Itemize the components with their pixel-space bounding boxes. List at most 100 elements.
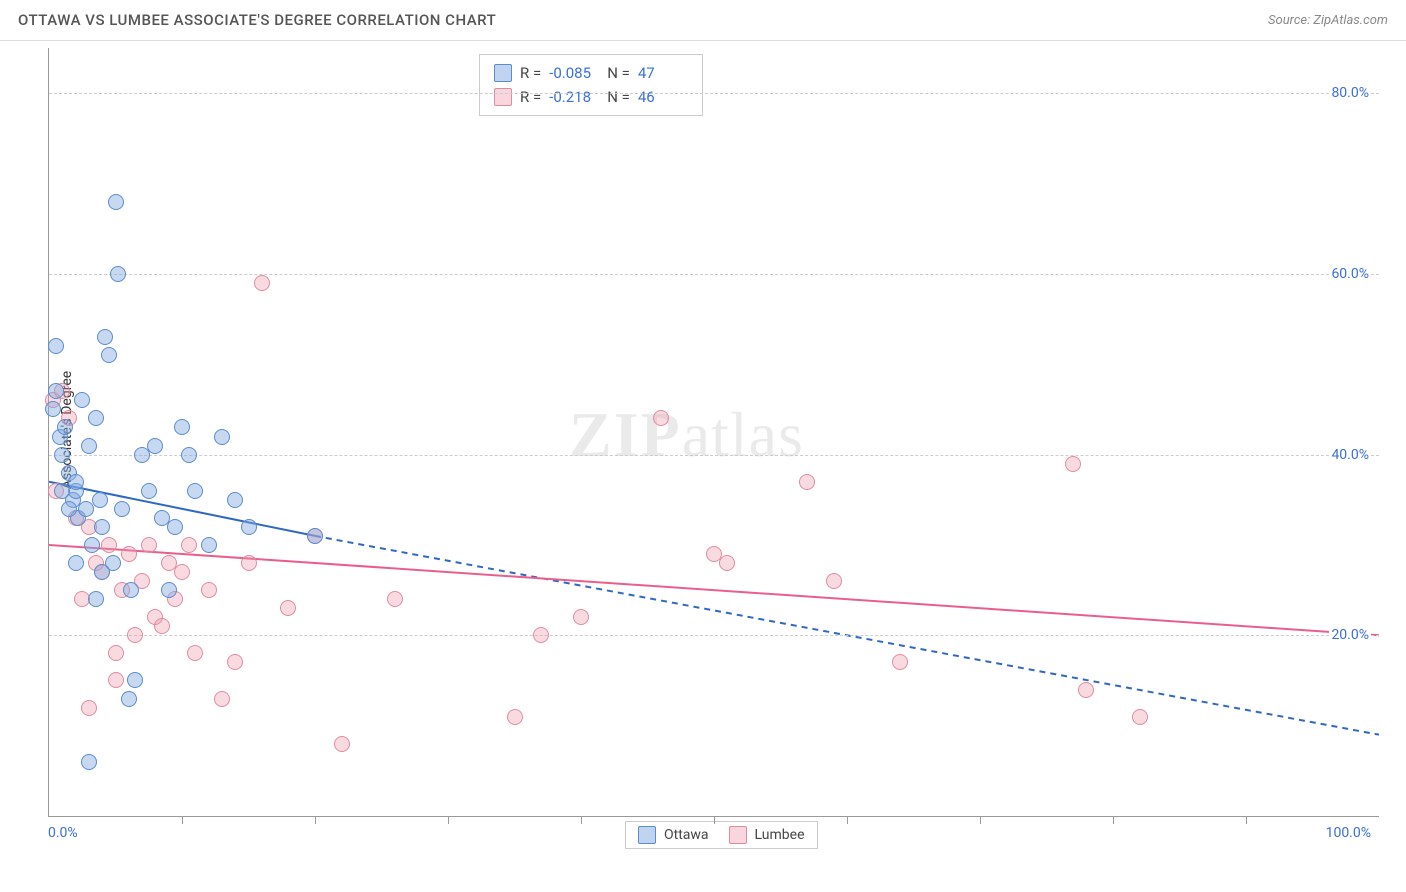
data-point (81, 754, 97, 770)
data-point (1078, 682, 1094, 698)
legend-lumbee-label: Lumbee (755, 827, 805, 843)
data-point (826, 573, 842, 589)
x-tick (315, 816, 316, 824)
y-grid-label: 20.0% (1329, 627, 1371, 643)
data-point (573, 609, 589, 625)
y-grid-label: 40.0% (1329, 447, 1371, 463)
x-tick (1246, 816, 1247, 824)
data-point (799, 474, 815, 490)
data-point (61, 501, 77, 517)
plot-area: ZIPatlas R = -0.085 N = 47 R = -0.218 N … (48, 48, 1379, 817)
data-point (110, 266, 126, 282)
x-axis-max-label: 100.0% (1326, 825, 1371, 841)
data-point (227, 654, 243, 670)
data-point (84, 537, 100, 553)
ottawa-n-value: 47 (638, 61, 688, 85)
watermark-zip: ZIP (569, 399, 682, 470)
data-point (78, 501, 94, 517)
data-point (719, 555, 735, 571)
legend-ottawa-label: Ottawa (664, 827, 709, 843)
data-point (94, 519, 110, 535)
data-point (68, 555, 84, 571)
data-point (187, 483, 203, 499)
data-point (154, 618, 170, 634)
data-point (387, 591, 403, 607)
ottawa-swatch-icon (494, 64, 512, 82)
lumbee-swatch-icon (494, 88, 512, 106)
data-point (57, 419, 73, 435)
data-point (892, 654, 908, 670)
data-point (214, 691, 230, 707)
watermark: ZIPatlas (569, 398, 804, 472)
data-point (121, 546, 137, 562)
x-tick (980, 816, 981, 824)
data-point (68, 474, 84, 490)
data-point (54, 447, 70, 463)
data-point (101, 537, 117, 553)
data-point (1132, 709, 1148, 725)
data-point (227, 492, 243, 508)
data-point (127, 672, 143, 688)
data-point (201, 537, 217, 553)
data-point (108, 194, 124, 210)
data-point (280, 600, 296, 616)
data-point (81, 438, 97, 454)
data-point (141, 537, 157, 553)
data-point (241, 519, 257, 535)
data-point (167, 519, 183, 535)
data-point (174, 564, 190, 580)
data-point (97, 329, 113, 345)
data-point (54, 483, 70, 499)
gridline (49, 274, 1379, 275)
data-point (307, 528, 323, 544)
data-point (92, 492, 108, 508)
data-point (653, 410, 669, 426)
data-point (81, 700, 97, 716)
y-grid-label: 60.0% (1329, 266, 1371, 282)
data-point (101, 347, 117, 363)
source-label: Source: ZipAtlas.com (1268, 13, 1388, 28)
stats-row-lumbee: R = -0.218 N = 46 (494, 85, 688, 109)
data-point (114, 501, 130, 517)
chart-title: OTTAWA VS LUMBEE ASSOCIATE'S DEGREE CORR… (18, 11, 496, 29)
bottom-legend: Ottawa Lumbee (625, 821, 818, 849)
data-point (141, 483, 157, 499)
trend-lines (49, 48, 1379, 816)
lumbee-legend-swatch-icon (729, 826, 747, 844)
data-point (161, 582, 177, 598)
y-grid-label: 80.0% (1329, 85, 1371, 101)
data-point (88, 591, 104, 607)
lumbee-r-value: -0.218 (549, 85, 599, 109)
x-tick (1113, 816, 1114, 824)
x-tick (581, 816, 582, 824)
data-point (254, 275, 270, 291)
data-point (88, 410, 104, 426)
data-point (45, 401, 61, 417)
legend-item-ottawa[interactable]: Ottawa (638, 826, 709, 844)
data-point (201, 582, 217, 598)
data-point (48, 383, 64, 399)
data-point (127, 627, 143, 643)
data-point (187, 645, 203, 661)
x-tick (847, 816, 848, 824)
legend-item-lumbee[interactable]: Lumbee (729, 826, 805, 844)
data-point (174, 419, 190, 435)
x-tick (448, 816, 449, 824)
data-point (241, 555, 257, 571)
ottawa-legend-swatch-icon (638, 826, 656, 844)
data-point (334, 736, 350, 752)
stats-box: R = -0.085 N = 47 R = -0.218 N = 46 (479, 54, 703, 116)
watermark-rest: atlas (682, 399, 804, 470)
stats-row-ottawa: R = -0.085 N = 47 (494, 61, 688, 85)
gridline (49, 455, 1379, 456)
data-point (181, 537, 197, 553)
data-point (507, 709, 523, 725)
x-tick (714, 816, 715, 824)
data-point (123, 582, 139, 598)
data-point (214, 429, 230, 445)
ottawa-r-value: -0.085 (549, 61, 599, 85)
lumbee-n-value: 46 (638, 85, 688, 109)
data-point (1065, 456, 1081, 472)
x-axis-min-label: 0.0% (48, 825, 78, 841)
data-point (147, 438, 163, 454)
